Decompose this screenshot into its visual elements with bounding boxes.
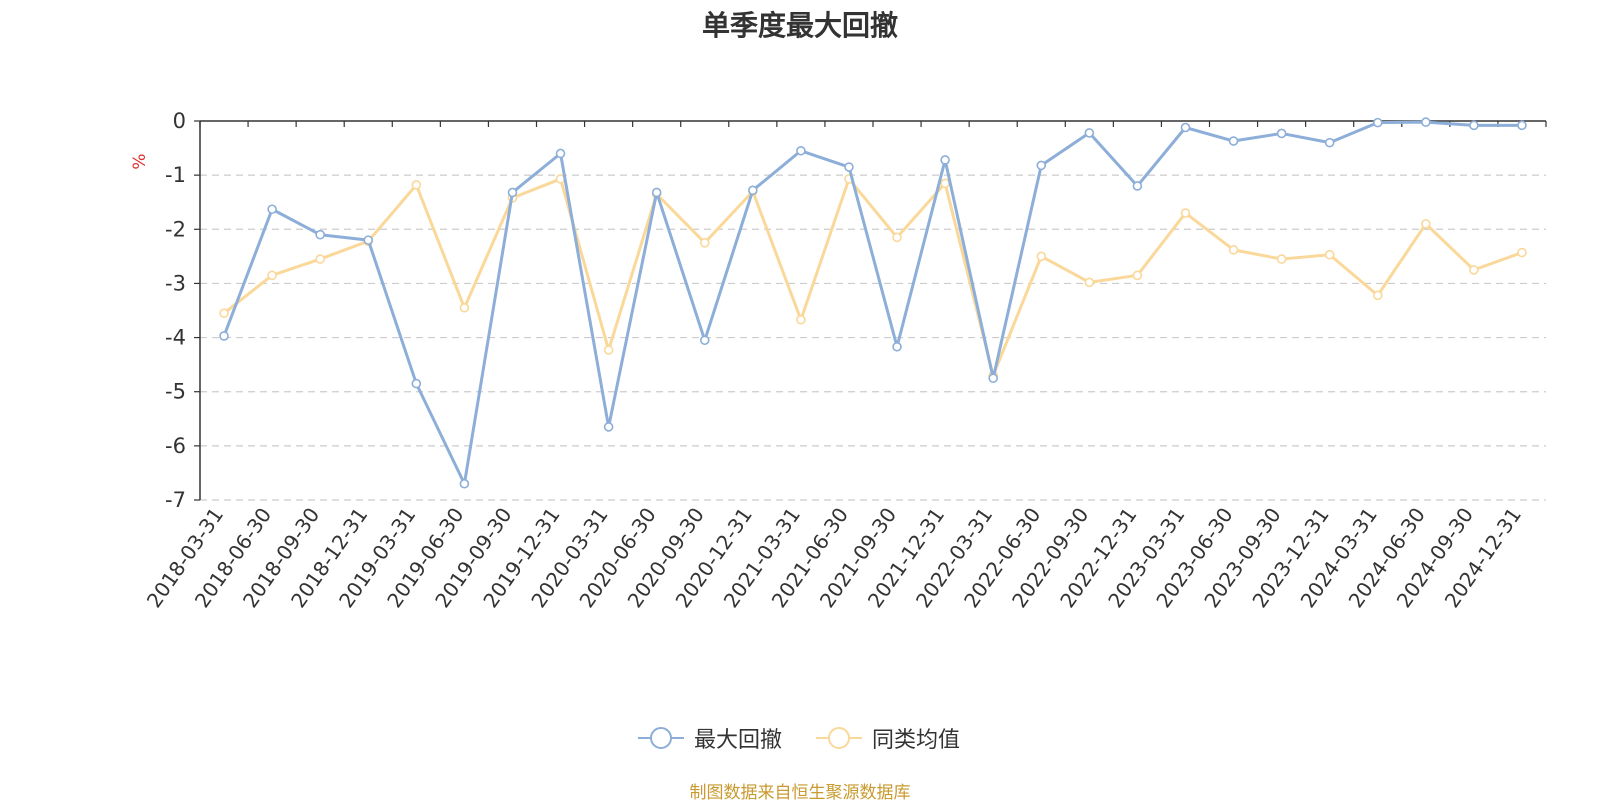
data-point (1517, 247, 1527, 258)
y-tick-label: -7 (165, 488, 186, 512)
series-line (222, 120, 1522, 486)
data-point (411, 180, 422, 190)
legend-line-circle-icon (816, 727, 862, 749)
data-point (1228, 245, 1239, 255)
data-point (796, 145, 806, 156)
y-tick-label: 0 (173, 109, 186, 133)
y-tick-label: -4 (165, 326, 186, 350)
y-tick-label: -6 (165, 434, 186, 458)
legend-item-max-drawdown[interactable]: 最大回撤 (638, 722, 782, 754)
data-point (1324, 137, 1335, 148)
y-tick-label: -5 (165, 380, 186, 404)
series-line (223, 177, 1523, 377)
data-point (1517, 120, 1527, 131)
data-point (267, 270, 277, 281)
y-tick-label: -2 (165, 217, 186, 241)
chart-title: 单季度最大回撤 (701, 9, 898, 42)
data-point (1469, 120, 1479, 131)
data-point (1132, 181, 1143, 191)
data-point (699, 335, 710, 346)
data-point (315, 254, 325, 264)
data-point (1421, 117, 1431, 127)
data-point (459, 302, 470, 313)
data-point (267, 204, 277, 215)
legend-label: 最大回撤 (694, 728, 783, 753)
data-point (892, 232, 902, 243)
data-point (219, 331, 229, 341)
data-point (1372, 290, 1383, 301)
data-point (1084, 277, 1095, 288)
data-point (603, 345, 614, 355)
data-point (1421, 219, 1431, 229)
legend-item-peer-average[interactable]: 同类均值 (816, 722, 960, 754)
data-point (1372, 117, 1383, 128)
legend-label: 同类均值 (872, 728, 961, 753)
data-point (699, 238, 710, 248)
source-note: 制图数据来自恒生聚源数据库 (689, 783, 911, 803)
data-point (796, 314, 806, 325)
data-point (988, 373, 998, 383)
data-point (940, 178, 950, 189)
data-point (1084, 128, 1095, 138)
data-point (892, 341, 902, 352)
data-point (219, 308, 229, 319)
data-point (555, 148, 566, 159)
data-point (1469, 265, 1479, 275)
data-point (1324, 249, 1335, 260)
data-point (1180, 208, 1191, 218)
data-point (507, 187, 518, 198)
data-point (651, 187, 662, 198)
data-point (844, 162, 854, 172)
data-point (1036, 160, 1047, 171)
y-tick-label: -1 (165, 163, 186, 187)
series-max-drawdown (219, 117, 1527, 489)
data-point (1180, 122, 1191, 133)
y-tick-label: -3 (165, 271, 186, 295)
legend-line-circle-icon (638, 727, 684, 749)
series-peer-average (219, 174, 1527, 381)
data-point (1132, 270, 1143, 281)
y-axis-unit-label: % (130, 154, 150, 170)
data-point (1228, 136, 1239, 146)
data-point (748, 185, 758, 196)
data-point (459, 478, 470, 489)
data-point (603, 422, 614, 432)
data-point (315, 229, 325, 240)
data-point (363, 235, 374, 245)
data-point (1036, 251, 1047, 262)
data-point (1276, 254, 1287, 264)
data-point (1276, 128, 1287, 139)
data-point (940, 155, 950, 165)
data-point (411, 378, 422, 389)
